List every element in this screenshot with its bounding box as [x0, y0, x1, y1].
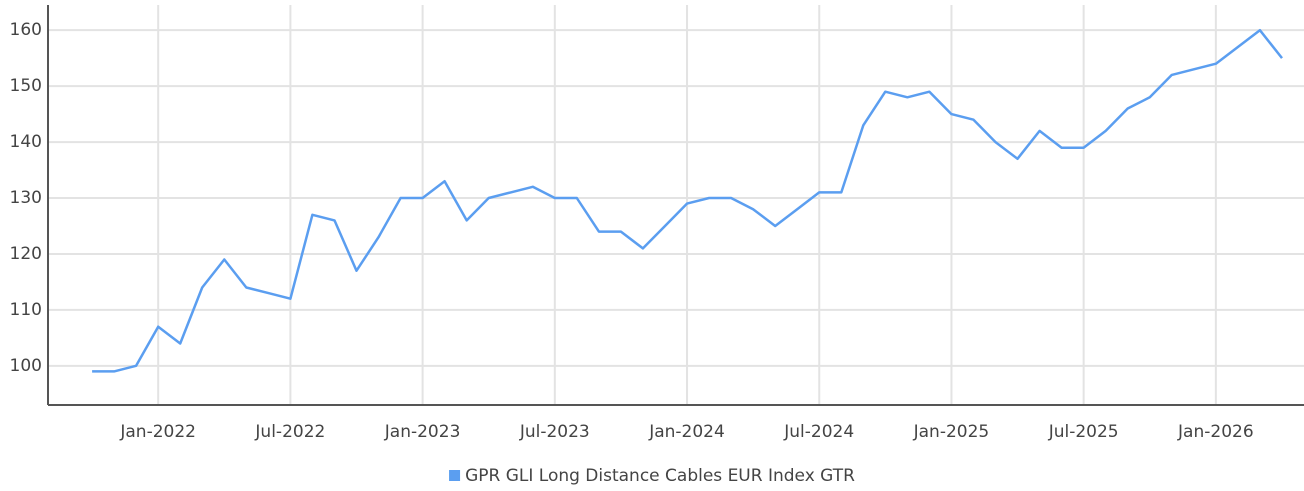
legend-label: GPR GLI Long Distance Cables EUR Index G… — [465, 466, 855, 486]
x-tick-label: Jul-2024 — [783, 422, 854, 442]
y-tick-label: 120 — [10, 244, 42, 264]
x-tick-label: Jan-2022 — [119, 422, 196, 442]
legend-swatch — [449, 470, 461, 481]
x-tick-label: Jul-2023 — [519, 422, 590, 442]
x-tick-label: Jul-2022 — [254, 422, 325, 442]
legend: GPR GLI Long Distance Cables EUR Index G… — [449, 466, 855, 486]
x-tick-label: Jan-2025 — [913, 422, 990, 442]
y-tick-label: 160 — [10, 20, 42, 40]
y-tick-label: 100 — [10, 356, 42, 376]
x-tick-label: Jan-2023 — [384, 422, 461, 442]
series-line — [92, 28, 1283, 373]
x-tick-label: Jan-2024 — [648, 422, 725, 442]
y-tick-label: 130 — [10, 188, 42, 208]
x-tick-label: Jul-2025 — [1048, 422, 1119, 442]
y-tick-label: 140 — [10, 132, 42, 152]
y-tick-label: 150 — [10, 76, 42, 96]
y-tick-label: 110 — [10, 300, 42, 320]
x-tick-label: Jan-2026 — [1177, 422, 1254, 442]
